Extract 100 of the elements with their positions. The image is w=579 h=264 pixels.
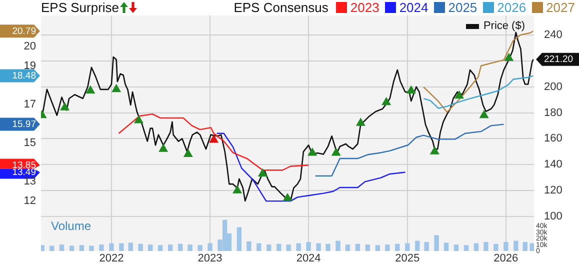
y-tick-label: 13 [24, 176, 36, 188]
legend-label: 2025 [448, 0, 478, 14]
y2-tick-label: 160 [544, 132, 562, 145]
bar [128, 242, 133, 251]
point [158, 144, 168, 152]
bar [484, 242, 488, 251]
bar [168, 244, 173, 251]
point [430, 146, 440, 154]
legend-label: 2026 [497, 0, 526, 14]
legend-label: 2023 [350, 0, 380, 14]
point [134, 116, 144, 124]
bar [474, 243, 479, 251]
bar [49, 246, 54, 251]
bar [178, 244, 183, 251]
y2-tick-label: 200 [544, 80, 562, 93]
bar [119, 243, 124, 251]
bar [530, 243, 534, 251]
bar [444, 242, 449, 251]
bar [41, 245, 44, 251]
bar [306, 242, 311, 251]
bar [256, 243, 262, 251]
bar [504, 242, 508, 251]
legend-title: EPS Consensus [234, 0, 328, 14]
bar [385, 244, 390, 251]
bar [434, 235, 439, 251]
bar [59, 244, 64, 251]
x-tick-label: 2026 [494, 252, 518, 264]
bar [286, 244, 291, 251]
x-tick-label: 2022 [99, 252, 124, 264]
bar [296, 243, 301, 251]
y2-tick-label: 140 [544, 158, 562, 171]
y-tick-label: 12 [24, 195, 36, 208]
bar [138, 244, 143, 251]
legend-label: 2027 [546, 0, 575, 14]
y2-tick-label: 100 [544, 210, 562, 223]
legend-label: 2024 [399, 0, 428, 14]
bar [494, 244, 498, 251]
bar [326, 244, 330, 251]
point [308, 148, 317, 156]
point [232, 186, 242, 194]
bar [99, 244, 104, 251]
bar [522, 242, 528, 251]
point [332, 148, 340, 156]
bar [236, 227, 242, 251]
bar [246, 241, 252, 251]
point [209, 134, 218, 143]
bar [454, 244, 459, 251]
y2-tick-label: 221.20 [544, 54, 574, 65]
bar [336, 240, 340, 251]
bar [395, 244, 400, 251]
x-tick-label: 2024 [296, 252, 321, 264]
bar [198, 245, 202, 251]
bar [424, 242, 429, 251]
bar [375, 245, 380, 251]
bar [109, 243, 114, 251]
point [382, 97, 391, 106]
bar [208, 243, 212, 251]
y-tick-label: 19 [24, 60, 36, 72]
bar [188, 244, 192, 251]
bar [276, 244, 282, 251]
bar [148, 244, 153, 251]
bar [405, 243, 410, 251]
x-tick-label: 2025 [395, 252, 420, 264]
y-tick-label: 17 [24, 98, 36, 110]
bar [355, 244, 360, 251]
point [480, 110, 488, 118]
point [60, 102, 70, 110]
y2-tick-label: 240 [544, 28, 562, 41]
bar [365, 244, 370, 251]
chart-title: Volume [51, 219, 92, 233]
chart-title: EPS Surprise [41, 0, 120, 14]
y2-tick-label: 180 [544, 106, 562, 119]
point [454, 90, 464, 99]
bar [266, 244, 272, 251]
bar [79, 245, 84, 251]
y-tick-label: 18.48 [12, 70, 36, 82]
point [504, 53, 514, 62]
point [184, 149, 193, 158]
point [283, 193, 292, 202]
point [258, 168, 268, 176]
y-tick-label: 15 [24, 137, 36, 150]
legend-label: Price ($) [483, 20, 525, 32]
y2-tick-label: 120 [544, 184, 562, 197]
x-tick-label: 2023 [198, 252, 222, 264]
bar [89, 246, 94, 251]
point [112, 84, 121, 92]
bar [514, 240, 518, 251]
y-tick-label: 20 [24, 40, 36, 52]
point [356, 118, 366, 126]
y-tick-label: 20.79 [12, 26, 36, 37]
bar [316, 243, 321, 251]
bar [69, 246, 74, 251]
point [86, 86, 95, 94]
bar [345, 244, 350, 251]
bar [158, 245, 163, 251]
y-tick-label: 15.97 [12, 118, 36, 130]
bar [415, 240, 420, 251]
point [406, 86, 416, 94]
y-tick-label: 13.49 [12, 166, 36, 178]
bar [464, 245, 469, 251]
